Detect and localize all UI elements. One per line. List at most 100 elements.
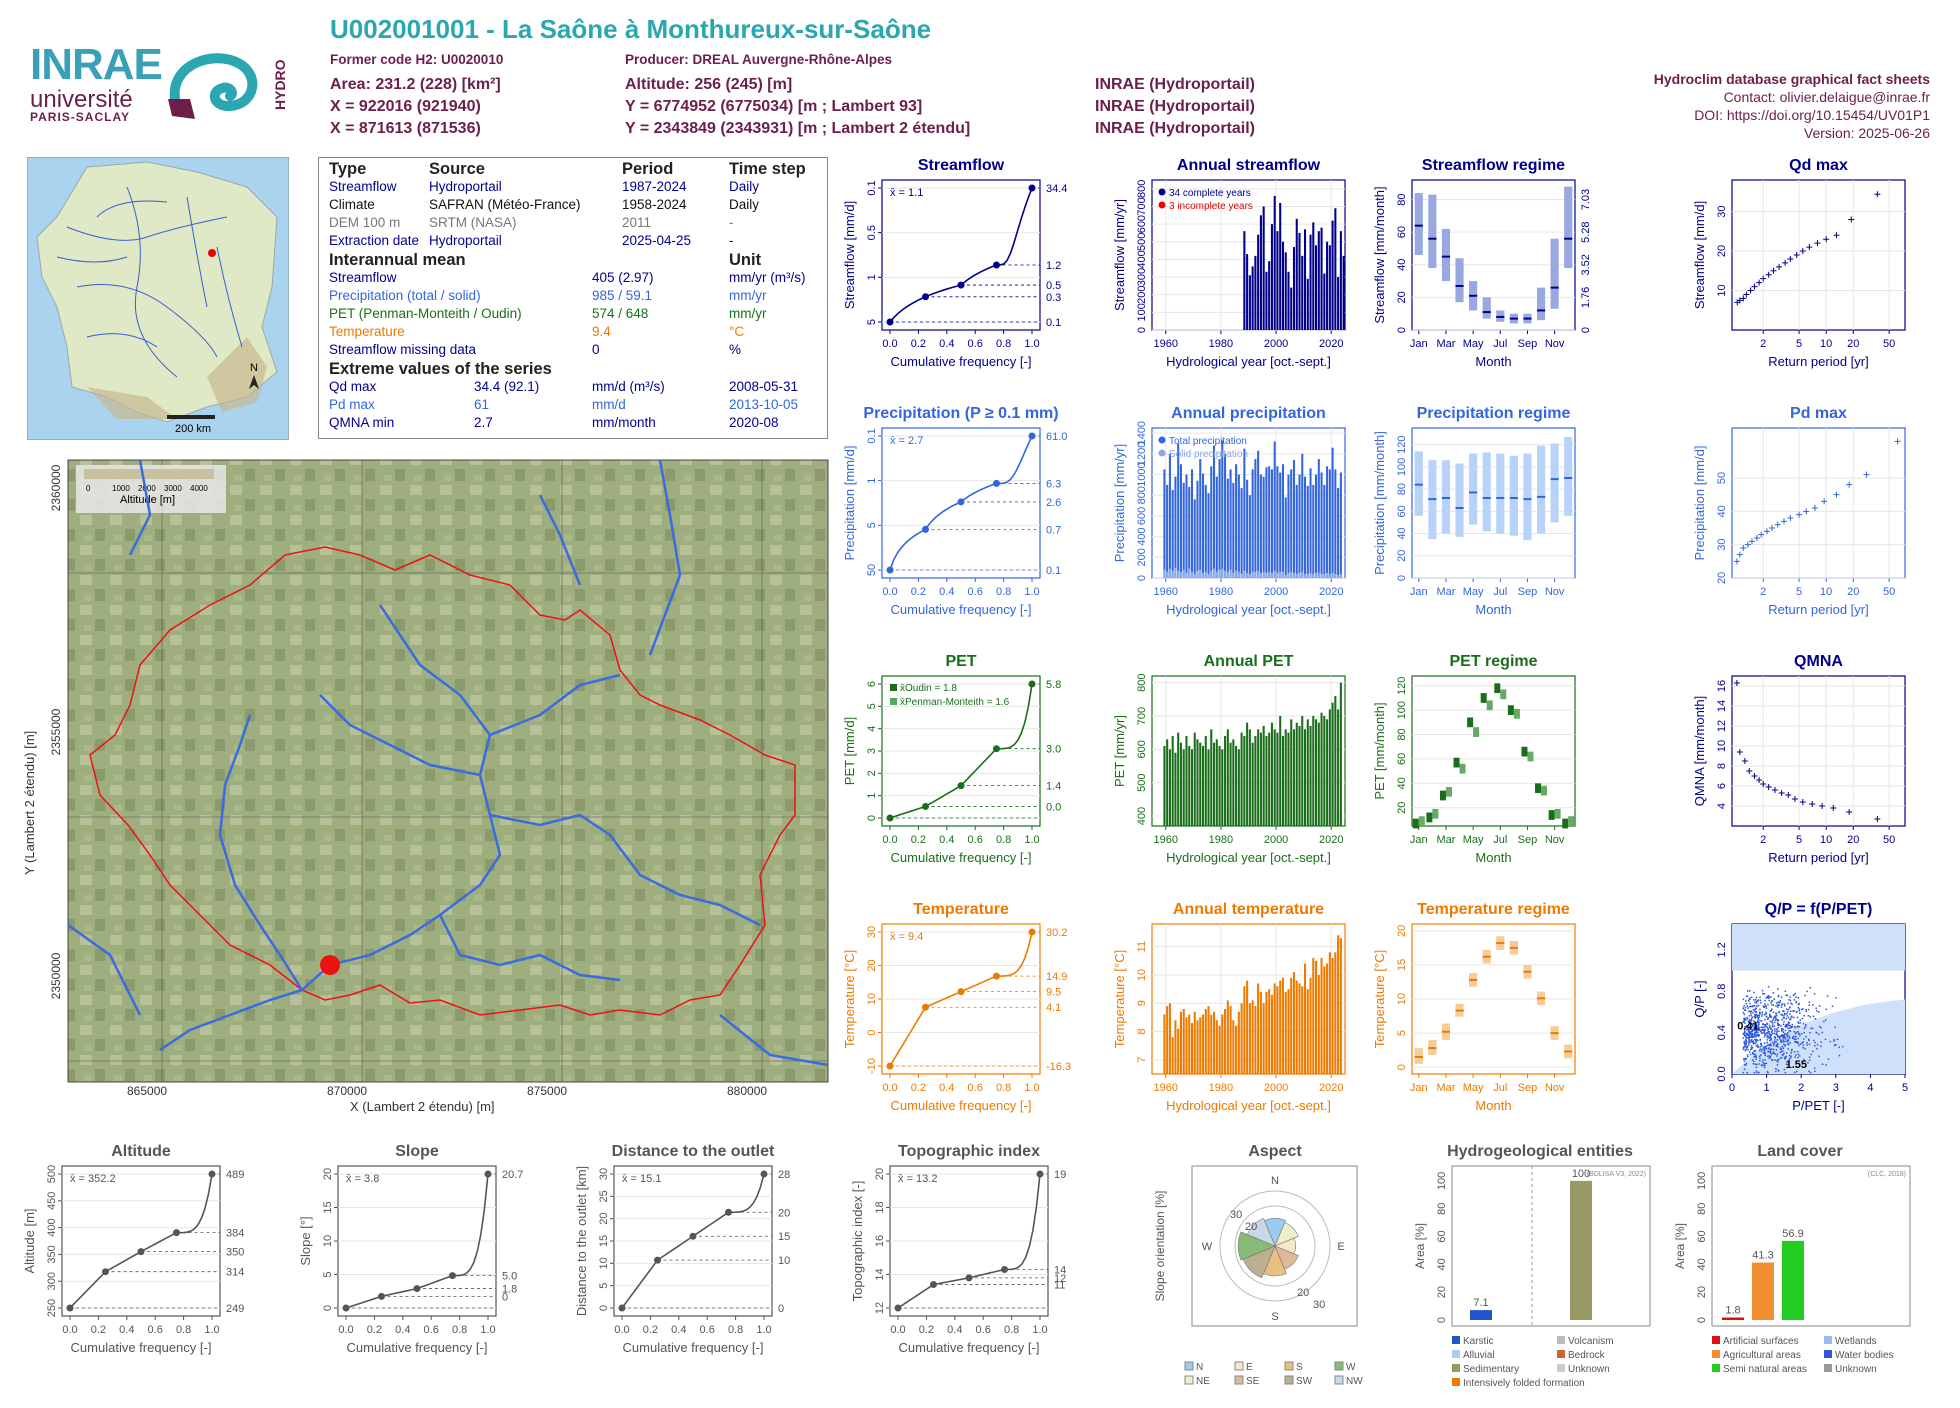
pd_max-xlabel: Return period [yr] xyxy=(1768,602,1868,617)
annual_temp-ytick: 7 xyxy=(1136,1057,1148,1063)
annual_precip-bar xyxy=(1210,466,1213,578)
annual_temp-frame xyxy=(1151,923,1346,1075)
pet_cdf-ytick: 2 xyxy=(866,770,878,776)
qp-point xyxy=(1753,1042,1755,1045)
info-cell: mm/d xyxy=(592,397,626,412)
distance_cdf-ytick: 15 xyxy=(598,1235,610,1247)
info-cell: Daily xyxy=(729,179,760,194)
qp-point xyxy=(1797,1006,1800,1009)
qp-point xyxy=(1783,1015,1785,1017)
hydro-logo-icon xyxy=(168,53,258,119)
qp-point xyxy=(1759,1060,1761,1062)
qp-point xyxy=(1788,1030,1790,1032)
topo_cdf-ytick: 12 xyxy=(874,1302,886,1314)
qp-point xyxy=(1797,1022,1800,1025)
qp-point xyxy=(1767,986,1770,988)
streamflow_cdf-right-tick: 0.3 xyxy=(1046,292,1061,304)
streamflow_regime-right-tick: 1.76 xyxy=(1580,287,1592,308)
annual_temp-ytick: 11 xyxy=(1136,941,1148,952)
annual_precip-solid-bar xyxy=(1235,570,1238,578)
qp-point xyxy=(1770,1028,1773,1030)
qp-point xyxy=(1764,1054,1767,1057)
qp-point xyxy=(1752,1012,1754,1014)
qp-point xyxy=(1787,1024,1790,1026)
qp-point xyxy=(1780,1006,1783,1008)
annual_pet-bar xyxy=(1168,749,1171,826)
annual_pet-bar xyxy=(1284,729,1287,826)
qp-point xyxy=(1746,1025,1749,1027)
qp_ppet-xtick: 1 xyxy=(1764,1082,1770,1094)
annual_precip-solid-bar xyxy=(1213,568,1216,578)
qp-point xyxy=(1761,1015,1763,1017)
qp-point xyxy=(1773,1017,1775,1020)
qp-point xyxy=(1770,1048,1772,1051)
qp-point xyxy=(1797,1056,1799,1059)
map-ytick: 2355000 xyxy=(49,708,63,755)
catchment-boundary xyxy=(89,546,796,1016)
qp-point xyxy=(1771,1025,1774,1028)
qp-point xyxy=(1808,1001,1811,1003)
qp-point xyxy=(1810,1053,1813,1056)
qp-point xyxy=(1798,1025,1800,1028)
qp-point xyxy=(1786,1063,1788,1066)
qp-point xyxy=(1744,1022,1746,1024)
qp-point xyxy=(1770,1058,1773,1061)
annual_pet-bar xyxy=(1287,732,1290,826)
qp-point xyxy=(1813,1045,1816,1047)
topo_cdf-xtick: 0.8 xyxy=(1004,1324,1019,1336)
info-row: Streamflow Hydroportail 1987-2024 Daily xyxy=(329,179,817,197)
annual_pet-bar xyxy=(1323,716,1326,826)
hydrogeology-legend-item: Unknown xyxy=(1568,1364,1610,1375)
slope_cdf-xtick: 1.0 xyxy=(480,1324,495,1336)
qp-point xyxy=(1794,1035,1796,1038)
qp-point xyxy=(1808,1070,1810,1073)
annual_precip-solid-bar xyxy=(1229,569,1232,578)
altitude: Altitude: 256 (245) [m] xyxy=(625,76,793,93)
annual_pet-bar xyxy=(1224,736,1227,826)
streamflow_regime-ytick: 80 xyxy=(1396,193,1408,205)
qd_max-point xyxy=(1751,283,1758,290)
qp-point xyxy=(1796,1016,1799,1019)
altitude_cdf-frame xyxy=(61,1165,221,1317)
annual_temp-bar xyxy=(1210,1014,1213,1074)
qp-point xyxy=(1820,1041,1822,1043)
qp-point xyxy=(1753,1024,1756,1026)
qp-point xyxy=(1750,1045,1753,1047)
land_cover-bar xyxy=(1752,1262,1774,1320)
info-header: Type Source Period Time step xyxy=(329,160,817,178)
streamflow_regime-xtick: Mar xyxy=(1436,338,1455,350)
distance_cdf-ylabel: Distance to the outlet [km] xyxy=(574,1166,589,1316)
qp-point xyxy=(1769,1020,1771,1023)
qp-point xyxy=(1757,1029,1760,1031)
pet_cdf-ylabel: PET [mm/d] xyxy=(842,717,857,785)
qp-point xyxy=(1781,1029,1783,1031)
altitude_cdf-xtick: 1.0 xyxy=(204,1324,219,1336)
qp-point xyxy=(1797,1041,1799,1043)
qp-point xyxy=(1782,1023,1785,1026)
precip_cdf-xlabel: Cumulative frequency [-] xyxy=(891,602,1032,617)
annual_precip-bar xyxy=(1193,499,1196,578)
qp-point xyxy=(1782,1054,1784,1056)
qp-point xyxy=(1743,1034,1745,1036)
altitude_cdf-point xyxy=(173,1229,180,1237)
qp-point xyxy=(1756,1015,1759,1017)
qp-point xyxy=(1782,1031,1785,1033)
qp-point xyxy=(1764,1003,1766,1005)
pet_cdf-xtick: 0.6 xyxy=(968,834,983,846)
precip_cdf-chart: Precipitation (P ≥ 0.1 mm)Cumulative fre… xyxy=(842,405,1067,617)
qp-point xyxy=(1798,1055,1801,1057)
qp-point xyxy=(1787,1032,1789,1034)
streamflow_cdf-xtick: 0.4 xyxy=(939,338,954,350)
qmna-ytick: 14 xyxy=(1716,700,1728,712)
qp-point xyxy=(1797,1042,1799,1045)
annual_temp-bar xyxy=(1312,957,1315,1074)
qp-point xyxy=(1783,1036,1785,1039)
qp-point xyxy=(1770,1008,1773,1010)
annual_streamflow-ytick: 200 xyxy=(1136,286,1148,304)
qp-point xyxy=(1762,1061,1764,1064)
annual_precip-bar xyxy=(1281,464,1284,578)
streamflow_regime-range-box xyxy=(1482,297,1491,319)
